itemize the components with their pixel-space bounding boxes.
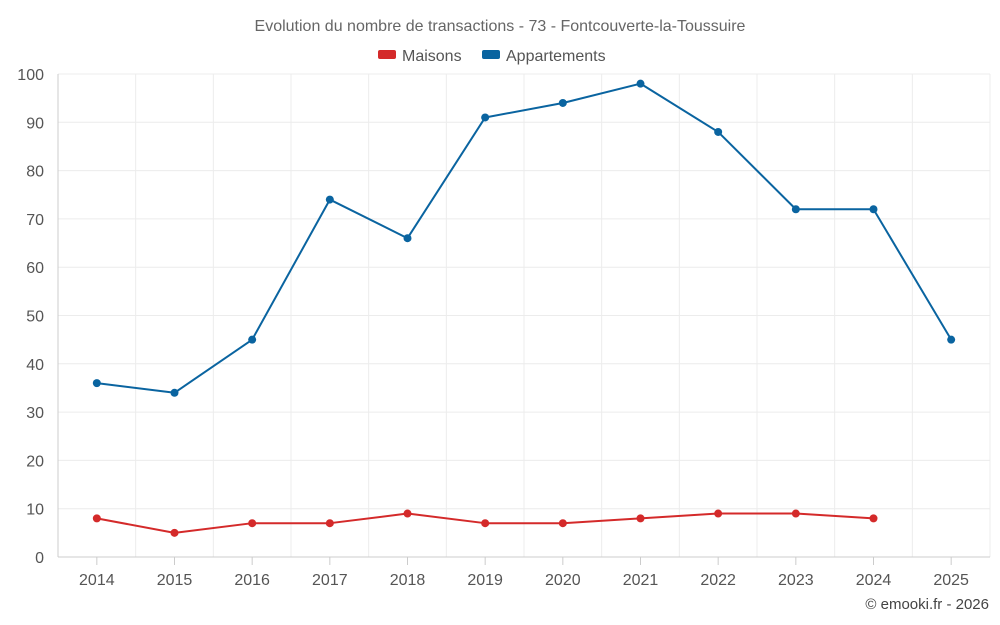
data-point-maisons[interactable] (714, 509, 723, 518)
data-point-appartements[interactable] (791, 205, 800, 214)
data-point-maisons[interactable] (325, 519, 334, 528)
data-point-appartements[interactable] (947, 335, 956, 344)
legend-swatch-maisons (378, 50, 396, 59)
data-point-maisons[interactable] (248, 519, 257, 528)
axes: 0 10 20 30 40 50 60 70 80 90 100 2014 2015 2016 2017 20… (17, 67, 990, 589)
y-tick-label: 30 (26, 405, 44, 422)
y-tick-label: 90 (26, 115, 44, 132)
series-line-appartements (96, 82, 953, 394)
y-tick-label: 100 (17, 67, 44, 84)
x-tick-label: 2024 (856, 572, 892, 589)
y-tick-label: 70 (26, 212, 44, 229)
data-point-appartements[interactable] (248, 335, 257, 344)
data-point-maisons[interactable] (481, 519, 490, 528)
x-tick-label: 2014 (79, 572, 115, 589)
series (92, 79, 956, 537)
legend-label-appartements: Appartements (506, 48, 606, 65)
x-tick-label: 2017 (312, 572, 348, 589)
data-point-maisons[interactable] (791, 509, 800, 518)
x-tick-label: 2015 (157, 572, 193, 589)
data-point-appartements[interactable] (325, 195, 334, 204)
grid (57, 73, 991, 557)
y-tick-label: 40 (26, 357, 44, 374)
credit-text: © emooki.fr - 2026 (865, 596, 989, 613)
x-tick-label: 2018 (390, 572, 426, 589)
legend-item-maisons[interactable]: Maisons (378, 48, 462, 65)
data-point-appartements[interactable] (714, 127, 723, 136)
data-point-appartements[interactable] (558, 98, 567, 107)
data-point-appartements[interactable] (481, 113, 490, 122)
x-tick-label: 2021 (623, 572, 659, 589)
data-point-maisons[interactable] (170, 528, 179, 537)
data-point-appartements[interactable] (403, 234, 412, 243)
x-tick-label: 2019 (467, 572, 503, 589)
legend: Maisons Appartements (378, 48, 606, 65)
legend-label-maisons: Maisons (402, 48, 462, 65)
x-tick-label: 2022 (700, 572, 736, 589)
data-point-maisons[interactable] (558, 519, 567, 528)
data-point-appartements[interactable] (170, 388, 179, 397)
y-tick-label: 60 (26, 260, 44, 277)
data-point-appartements[interactable] (869, 205, 878, 214)
data-point-appartements[interactable] (636, 79, 645, 88)
data-point-appartements[interactable] (92, 379, 101, 388)
legend-swatch-appartements (482, 50, 500, 59)
data-point-maisons[interactable] (869, 514, 878, 523)
y-tick-label: 80 (26, 164, 44, 181)
y-tick-label: 50 (26, 309, 44, 326)
x-tick-label: 2020 (545, 572, 581, 589)
y-tick-label: 10 (26, 502, 44, 519)
x-tick-label: 2023 (778, 572, 814, 589)
y-tick-label: 20 (26, 453, 44, 470)
x-tick-label: 2016 (234, 572, 270, 589)
data-point-maisons[interactable] (403, 509, 412, 518)
x-tick-label: 2025 (933, 572, 969, 589)
data-point-maisons[interactable] (636, 514, 645, 523)
data-point-maisons[interactable] (92, 514, 101, 523)
legend-item-appartements[interactable]: Appartements (482, 48, 606, 65)
y-tick-label: 0 (35, 550, 44, 567)
chart-title: Evolution du nombre de transactions - 73… (255, 18, 746, 35)
